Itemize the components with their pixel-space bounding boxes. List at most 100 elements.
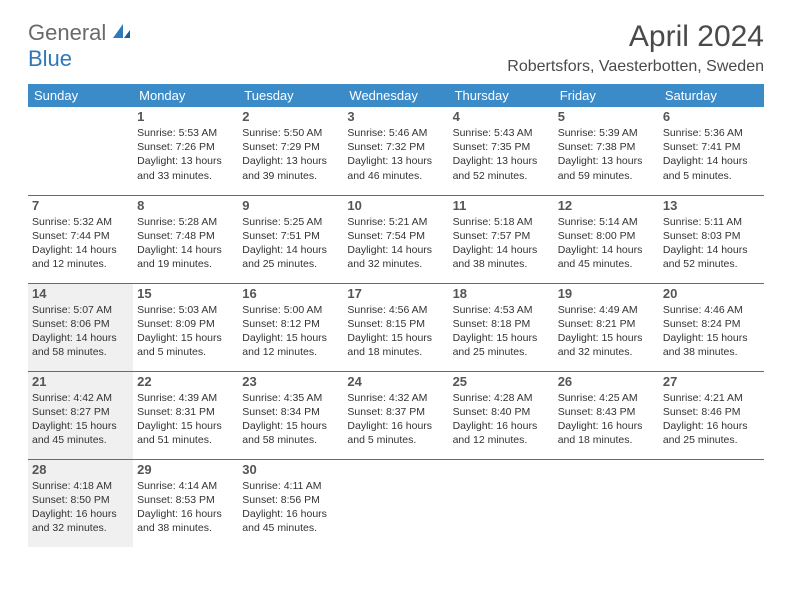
- daylight: Daylight: 15 hours and 5 minutes.: [137, 331, 234, 359]
- month-title: April 2024: [507, 20, 764, 54]
- sunset: Sunset: 8:43 PM: [558, 405, 655, 419]
- weekday-header: Sunday: [28, 84, 133, 107]
- day-details: Sunrise: 5:07 AMSunset: 8:06 PMDaylight:…: [32, 303, 129, 360]
- sunrise: Sunrise: 5:18 AM: [453, 215, 550, 229]
- sunrise: Sunrise: 4:35 AM: [242, 391, 339, 405]
- sunset: Sunset: 8:24 PM: [663, 317, 760, 331]
- weekday-header: Wednesday: [343, 84, 448, 107]
- sunset: Sunset: 7:44 PM: [32, 229, 129, 243]
- calendar-cell: 24Sunrise: 4:32 AMSunset: 8:37 PMDayligh…: [343, 371, 448, 459]
- daylight: Daylight: 15 hours and 51 minutes.: [137, 419, 234, 447]
- calendar-cell: 14 Sunrise: 5:07 AMSunset: 8:06 PMDayligh…: [28, 283, 133, 371]
- calendar-row: 7Sunrise: 5:32 AMSunset: 7:44 PMDaylight…: [28, 195, 764, 283]
- sunrise: Sunrise: 4:18 AM: [32, 479, 129, 493]
- daylight: Daylight: 15 hours and 12 minutes.: [242, 331, 339, 359]
- daylight: Daylight: 16 hours and 25 minutes.: [663, 419, 760, 447]
- day-number: 11: [453, 198, 550, 213]
- calendar-cell: 1Sunrise: 5:53 AMSunset: 7:26 PMDaylight…: [133, 107, 238, 195]
- calendar-cell: 9Sunrise: 5:25 AMSunset: 7:51 PMDaylight…: [238, 195, 343, 283]
- day-number: 13: [663, 198, 760, 213]
- sunrise: Sunrise: 5:03 AM: [137, 303, 234, 317]
- calendar-cell: 29Sunrise: 4:14 AMSunset: 8:53 PMDayligh…: [133, 459, 238, 547]
- sunrise: Sunrise: 4:32 AM: [347, 391, 444, 405]
- day-details: Sunrise: 4:32 AMSunset: 8:37 PMDaylight:…: [347, 391, 444, 448]
- sunrise: Sunrise: 5:36 AM: [663, 126, 760, 140]
- calendar-cell: 12Sunrise: 5:14 AMSunset: 8:00 PMDayligh…: [554, 195, 659, 283]
- sunrise: Sunrise: 4:14 AM: [137, 479, 234, 493]
- day-details: Sunrise: 5:46 AMSunset: 7:32 PMDaylight:…: [347, 126, 444, 183]
- calendar-cell: 13Sunrise: 5:11 AMSunset: 8:03 PMDayligh…: [659, 195, 764, 283]
- sunset: Sunset: 8:50 PM: [32, 493, 129, 507]
- weekday-header: Monday: [133, 84, 238, 107]
- daylight: Daylight: 15 hours and 38 minutes.: [663, 331, 760, 359]
- weekday-header: Thursday: [449, 84, 554, 107]
- sunset: Sunset: 8:15 PM: [347, 317, 444, 331]
- logo: General Blue: [28, 20, 131, 72]
- sunrise: Sunrise: 4:39 AM: [137, 391, 234, 405]
- daylight: Daylight: 16 hours and 5 minutes.: [347, 419, 444, 447]
- daylight: Daylight: 14 hours and 19 minutes.: [137, 243, 234, 271]
- day-details: Sunrise: 5:50 AMSunset: 7:29 PMDaylight:…: [242, 126, 339, 183]
- sunrise: Sunrise: 5:53 AM: [137, 126, 234, 140]
- day-details: Sunrise: 5:36 AMSunset: 7:41 PMDaylight:…: [663, 126, 760, 183]
- day-number: 7: [32, 198, 129, 213]
- daylight: Daylight: 16 hours and 38 minutes.: [137, 507, 234, 535]
- day-number: 19: [558, 286, 655, 301]
- calendar-cell: 27Sunrise: 4:21 AMSunset: 8:46 PMDayligh…: [659, 371, 764, 459]
- sunset: Sunset: 7:48 PM: [137, 229, 234, 243]
- daylight: Daylight: 14 hours and 45 minutes.: [558, 243, 655, 271]
- daylight: Daylight: 16 hours and 18 minutes.: [558, 419, 655, 447]
- sunset: Sunset: 7:32 PM: [347, 140, 444, 154]
- logo-blue: Blue: [28, 46, 72, 71]
- day-details: Sunrise: 4:46 AMSunset: 8:24 PMDaylight:…: [663, 303, 760, 360]
- day-number: 28: [32, 462, 129, 477]
- calendar-cell: [343, 459, 448, 547]
- day-number: 14: [32, 286, 129, 301]
- calendar-cell: 20Sunrise: 4:46 AMSunset: 8:24 PMDayligh…: [659, 283, 764, 371]
- daylight: Daylight: 14 hours and 38 minutes.: [453, 243, 550, 271]
- daylight: Daylight: 15 hours and 25 minutes.: [453, 331, 550, 359]
- sunrise: Sunrise: 5:43 AM: [453, 126, 550, 140]
- sunrise: Sunrise: 5:46 AM: [347, 126, 444, 140]
- sunrise: Sunrise: 5:28 AM: [137, 215, 234, 229]
- sunrise: Sunrise: 5:21 AM: [347, 215, 444, 229]
- day-details: Sunrise: 5:21 AMSunset: 7:54 PMDaylight:…: [347, 215, 444, 272]
- sunrise: Sunrise: 4:53 AM: [453, 303, 550, 317]
- weekday-header: Saturday: [659, 84, 764, 107]
- day-number: 16: [242, 286, 339, 301]
- sunset: Sunset: 7:26 PM: [137, 140, 234, 154]
- sunset: Sunset: 8:00 PM: [558, 229, 655, 243]
- calendar-cell: 5Sunrise: 5:39 AMSunset: 7:38 PMDaylight…: [554, 107, 659, 195]
- daylight: Daylight: 15 hours and 18 minutes.: [347, 331, 444, 359]
- day-number: 15: [137, 286, 234, 301]
- daylight: Daylight: 16 hours and 32 minutes.: [32, 507, 129, 535]
- day-number: 25: [453, 374, 550, 389]
- sunrise: Sunrise: 5:07 AM: [32, 303, 129, 317]
- sunrise: Sunrise: 4:49 AM: [558, 303, 655, 317]
- day-details: Sunrise: 4:53 AMSunset: 8:18 PMDaylight:…: [453, 303, 550, 360]
- daylight: Daylight: 15 hours and 45 minutes.: [32, 419, 129, 447]
- calendar-row: 1Sunrise: 5:53 AMSunset: 7:26 PMDaylight…: [28, 107, 764, 195]
- calendar-table: SundayMondayTuesdayWednesdayThursdayFrid…: [28, 84, 764, 547]
- calendar-cell: 7Sunrise: 5:32 AMSunset: 7:44 PMDaylight…: [28, 195, 133, 283]
- sunset: Sunset: 8:27 PM: [32, 405, 129, 419]
- day-number: 6: [663, 109, 760, 124]
- day-number: 12: [558, 198, 655, 213]
- day-number: 21: [32, 374, 129, 389]
- daylight: Daylight: 16 hours and 12 minutes.: [453, 419, 550, 447]
- day-number: 1: [137, 109, 234, 124]
- day-details: Sunrise: 4:21 AMSunset: 8:46 PMDaylight:…: [663, 391, 760, 448]
- sunrise: Sunrise: 4:42 AM: [32, 391, 129, 405]
- day-details: Sunrise: 5:43 AMSunset: 7:35 PMDaylight:…: [453, 126, 550, 183]
- sunrise: Sunrise: 5:39 AM: [558, 126, 655, 140]
- day-details: Sunrise: 5:18 AMSunset: 7:57 PMDaylight:…: [453, 215, 550, 272]
- calendar-cell: 15Sunrise: 5:03 AMSunset: 8:09 PMDayligh…: [133, 283, 238, 371]
- day-details: Sunrise: 4:39 AMSunset: 8:31 PMDaylight:…: [137, 391, 234, 448]
- calendar-cell: [659, 459, 764, 547]
- calendar-row: 28Sunrise: 4:18 AMSunset: 8:50 PMDayligh…: [28, 459, 764, 547]
- sunset: Sunset: 8:53 PM: [137, 493, 234, 507]
- calendar-cell: 23Sunrise: 4:35 AMSunset: 8:34 PMDayligh…: [238, 371, 343, 459]
- sunset: Sunset: 8:46 PM: [663, 405, 760, 419]
- sunset: Sunset: 7:35 PM: [453, 140, 550, 154]
- day-details: Sunrise: 4:11 AMSunset: 8:56 PMDaylight:…: [242, 479, 339, 536]
